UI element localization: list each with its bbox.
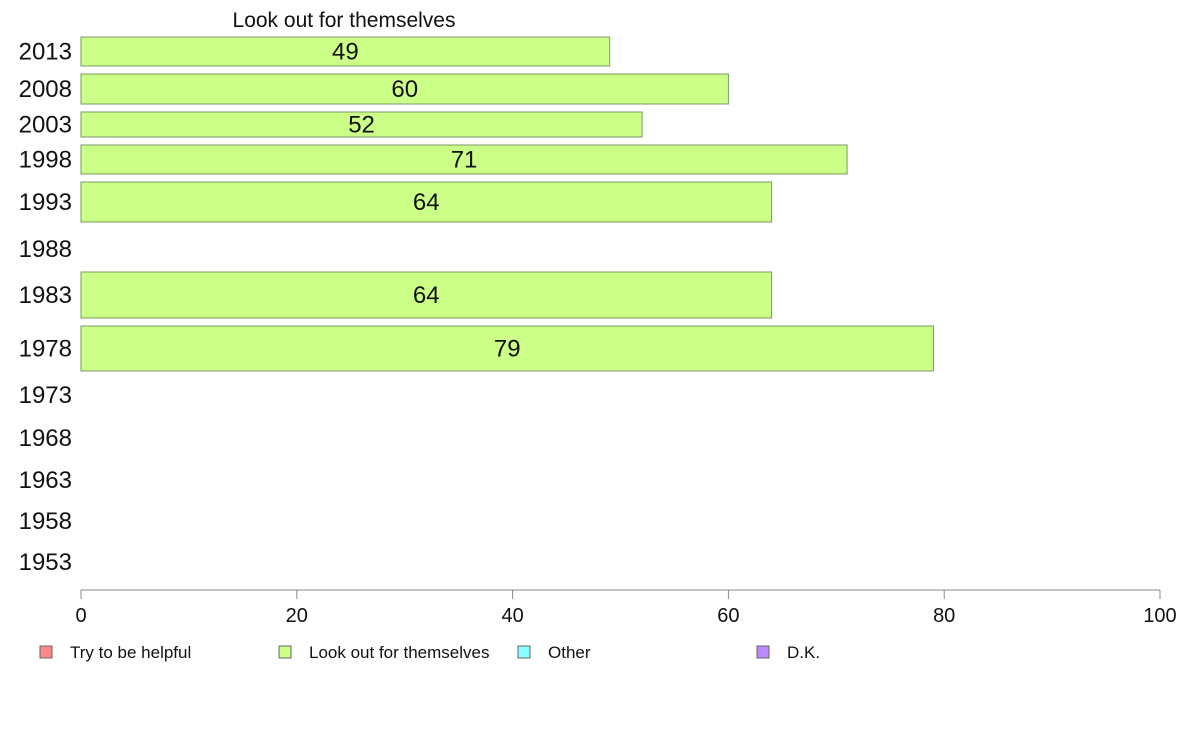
chart-title: Look out for themselves	[233, 9, 456, 32]
value-labels: 49 60 52 71 64 64 79	[332, 39, 521, 363]
bar	[80, 271, 773, 319]
bar-value-label: 52	[348, 112, 375, 139]
bar-value-label: 79	[494, 336, 521, 363]
legend-label: Look out for themselves	[309, 643, 489, 662]
bar	[80, 181, 773, 223]
bar	[80, 144, 848, 175]
y-tick-label: 1983	[19, 282, 72, 309]
legend-swatch	[517, 645, 531, 659]
y-tick-labels: 2013 2008 2003 1998 1993 1988 1983 1978 1973 1968…	[19, 39, 72, 577]
legend-label: Try to be helpful	[70, 643, 191, 662]
y-tick-label: 1993	[19, 189, 72, 216]
bar	[80, 73, 729, 105]
bar-value-label: 64	[413, 189, 440, 216]
bar	[80, 325, 934, 372]
legend-swatch	[756, 645, 770, 659]
legend-swatch	[39, 645, 53, 659]
bars-layer	[80, 36, 934, 372]
y-tick-label: 1968	[19, 425, 72, 452]
y-tick-label: 1958	[19, 508, 72, 535]
y-tick-label: 1973	[19, 382, 72, 409]
y-tick-label: 2008	[19, 76, 72, 103]
legend-label: Other	[548, 643, 591, 662]
x-ticks: 0 20 40 60 80 100	[75, 590, 1177, 627]
x-tick-label: 0	[75, 605, 86, 627]
bar-value-label: 60	[391, 76, 418, 103]
y-tick-label: 1953	[19, 549, 72, 576]
x-tick-label: 20	[286, 605, 308, 627]
legend-label: D.K.	[787, 643, 820, 662]
x-tick-label: 80	[933, 605, 955, 627]
y-tick-label: 1988	[19, 236, 72, 263]
y-tick-label: 1998	[19, 147, 72, 174]
x-tick-label: 60	[717, 605, 739, 627]
legend-swatch	[278, 645, 292, 659]
y-tick-label: 2013	[19, 39, 72, 66]
bar-value-label: 71	[451, 147, 478, 174]
y-tick-label: 2003	[19, 112, 72, 139]
y-tick-label: 1963	[19, 467, 72, 494]
bar	[80, 111, 643, 138]
bar-value-label: 49	[332, 39, 359, 66]
x-tick-label: 40	[501, 605, 523, 627]
bar-value-label: 64	[413, 282, 440, 309]
y-tick-label: 1978	[19, 336, 72, 363]
legend: Try to be helpful Look out for themselves…	[39, 643, 820, 662]
bar	[80, 36, 611, 67]
x-tick-label: 100	[1143, 605, 1176, 627]
